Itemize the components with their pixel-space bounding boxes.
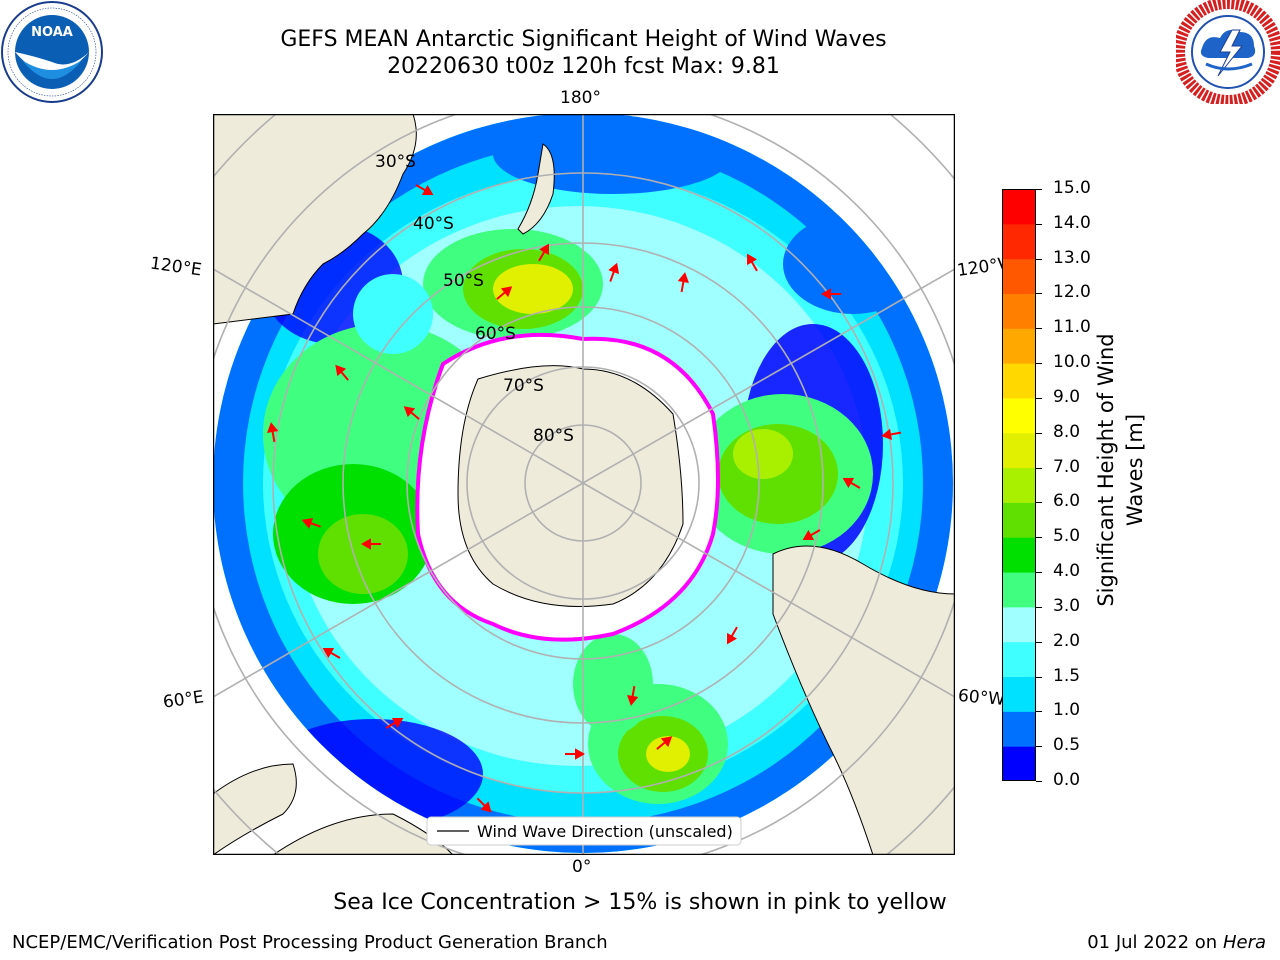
colorbar-segment — [1002, 502, 1036, 538]
lon-label-bottom: 0° — [572, 857, 592, 877]
colorbar-tick-mark — [1036, 572, 1042, 574]
colorbar-tick-label: 12.0 — [1053, 282, 1091, 303]
colorbar-segment — [1002, 641, 1036, 678]
colorbar — [1002, 189, 1036, 781]
colorbar-tick-label: 5.0 — [1053, 526, 1081, 547]
lon-label-lower-right: 60°W — [957, 685, 1006, 711]
colorbar-segment — [1002, 432, 1036, 469]
colorbar-tick-mark — [1036, 432, 1042, 434]
colorbar-tick-mark — [1036, 397, 1042, 399]
colorbar-segment — [1002, 258, 1036, 294]
colorbar-title: Significant Height of Wind Waves [m] — [1094, 333, 1147, 607]
colorbar-segment — [1002, 537, 1036, 573]
nws-logo — [1176, 0, 1280, 104]
south-america — [772, 545, 955, 855]
new-zealand — [517, 143, 555, 235]
colorbar-segment — [1002, 189, 1036, 225]
lat-label-70s: 70°S — [503, 376, 544, 396]
lat-label-40s: 40°S — [413, 214, 454, 234]
australia — [213, 114, 417, 325]
colorbar-tick-label: 4.0 — [1053, 561, 1081, 582]
noaa-logo: NOAA — [1, 1, 103, 103]
lat-label-60s: 60°S — [475, 324, 516, 344]
svg-text:NOAA: NOAA — [31, 25, 73, 40]
colorbar-tick-label: 13.0 — [1053, 247, 1091, 268]
lon-label-top: 180° — [560, 88, 601, 108]
colorbar-tick-mark — [1036, 467, 1042, 469]
colorbar-segment — [1002, 397, 1036, 434]
colorbar-tick-label: 10.0 — [1053, 352, 1091, 373]
colorbar-tick-mark — [1036, 223, 1042, 225]
polar-stereographic-map: 30°S 40°S 50°S 60°S 70°S 80°S — [213, 114, 955, 855]
wind-wave-arrows — [267, 184, 902, 813]
colorbar-tick-mark — [1036, 189, 1042, 190]
colorbar-tick-mark — [1036, 711, 1042, 713]
colorbar-tick-mark — [1036, 328, 1042, 330]
colorbar-tick-label: 3.0 — [1053, 595, 1081, 616]
colorbar-segment — [1002, 363, 1036, 399]
colorbar-tick-label: 0.0 — [1053, 770, 1081, 790]
colorbar-segment — [1002, 606, 1036, 643]
run-date: 01 Jul 2022 on Hera — [1087, 932, 1266, 953]
colorbar-tick-label: 8.0 — [1053, 421, 1081, 442]
madagascar-africa — [213, 763, 297, 855]
colorbar-tick-mark — [1036, 746, 1042, 748]
colorbar-tick-mark — [1036, 502, 1042, 504]
colorbar-tick-mark — [1036, 781, 1042, 782]
colorbar-segment — [1002, 223, 1036, 260]
graticule — [213, 114, 955, 855]
map-title: GEFS MEAN Antarctic Significant Height o… — [280, 27, 887, 52]
colorbar-tick-mark — [1036, 606, 1042, 608]
colorbar-tick-label: 9.0 — [1053, 386, 1081, 407]
colorbar-segment — [1002, 572, 1036, 608]
lon-label-upper-left: 120°E — [148, 253, 203, 281]
map-subtitle: 20220630 t00z 120h fcst Max: 9.81 — [387, 54, 780, 79]
antarctica — [457, 365, 684, 607]
colorbar-segment — [1002, 328, 1036, 364]
lat-label-50s: 50°S — [443, 271, 484, 291]
colorbar-tick-mark — [1036, 258, 1042, 260]
colorbar-tick-mark — [1036, 676, 1042, 678]
colorbar-tick-mark — [1036, 537, 1042, 539]
colorbar-tick-mark — [1036, 363, 1042, 365]
colorbar-segment — [1002, 467, 1036, 503]
colorbar-tick-label: 7.0 — [1053, 456, 1081, 477]
credit-text: NCEP/EMC/Verification Post Processing Pr… — [12, 932, 608, 953]
colorbar-segment — [1002, 293, 1036, 329]
lat-label-80s: 80°S — [533, 426, 574, 446]
colorbar-tick-label: 14.0 — [1053, 212, 1091, 233]
colorbar-tick-label: 0.5 — [1053, 735, 1081, 756]
sea-ice-note: Sea Ice Concentration > 15% is shown in … — [333, 890, 947, 915]
legend-label: Wind Wave Direction (unscaled) — [477, 822, 733, 841]
colorbar-segment — [1002, 676, 1036, 712]
colorbar-tick-label: 6.0 — [1053, 491, 1081, 512]
colorbar-tick-label: 2.0 — [1053, 630, 1081, 651]
map-legend — [426, 816, 742, 846]
colorbar-tick-mark — [1036, 293, 1042, 295]
colorbar-tick-label: 11.0 — [1053, 317, 1091, 338]
colorbar-tick-mark — [1036, 641, 1042, 643]
lat-label-30s: 30°S — [375, 152, 416, 172]
southern-africa — [272, 813, 454, 855]
colorbar-tick-label: 1.0 — [1053, 700, 1081, 721]
colorbar-segment — [1002, 746, 1036, 781]
lon-label-lower-left: 60°E — [161, 687, 206, 713]
colorbar-tick-label: 1.5 — [1053, 665, 1081, 686]
colorbar-segment — [1002, 711, 1036, 747]
colorbar-tick-label: 15.0 — [1053, 178, 1091, 198]
